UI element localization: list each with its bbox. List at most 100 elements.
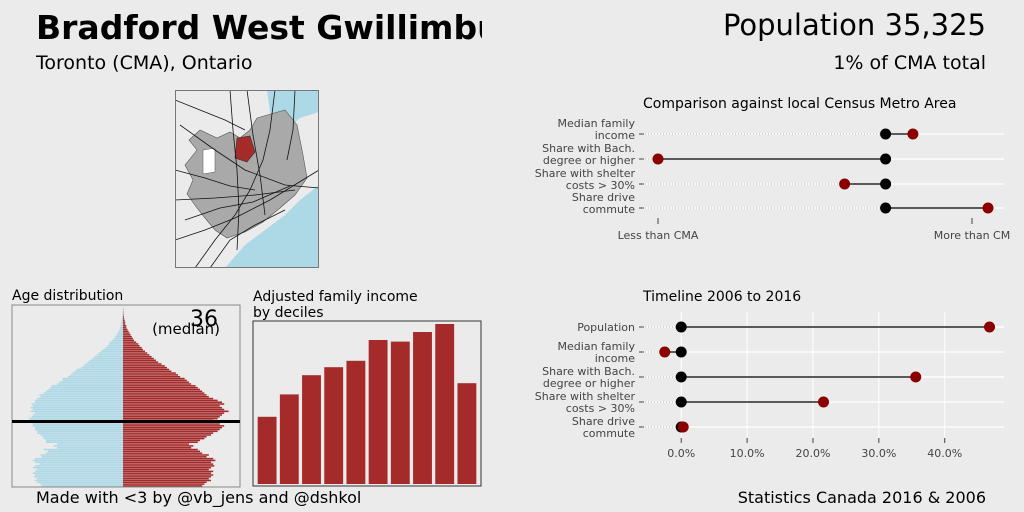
end-2016-dot	[910, 371, 922, 383]
age-bar-left	[96, 354, 123, 356]
age-bar-right	[123, 326, 127, 329]
income-decile-bar	[390, 341, 410, 484]
age-bar-right	[123, 405, 220, 407]
end-2016-dot	[818, 396, 830, 408]
timeline-row-label: degree or higher	[543, 377, 636, 390]
age-bar-left	[109, 341, 123, 343]
age-bar-right	[123, 454, 209, 456]
age-bar-right	[123, 441, 198, 444]
age-bar-right	[123, 325, 127, 327]
age-bar-right	[123, 481, 207, 484]
age-bar-right	[123, 425, 225, 427]
age-bar-left	[43, 437, 123, 440]
age-bar-left	[90, 359, 123, 362]
age-bar-right	[123, 323, 126, 325]
age-bar-left	[107, 345, 123, 347]
age-bar-left	[32, 459, 123, 462]
start-2006-dot	[675, 346, 687, 358]
age-bar-left	[39, 463, 123, 465]
age-bar-left	[92, 357, 123, 360]
age-bar-left	[29, 417, 123, 420]
timeline-x-tick-label: 0.0%	[667, 447, 695, 460]
age-bar-left	[46, 441, 123, 444]
income-decile-bar	[368, 340, 388, 484]
comparison-row-label: Share with Bach.	[542, 142, 635, 155]
x-label-less-than-cma: Less than CMA	[618, 229, 699, 242]
age-bar-right	[123, 416, 220, 418]
age-bar-right	[123, 456, 207, 458]
cma-dot	[880, 153, 892, 165]
age-bar-right	[123, 396, 209, 398]
age-bar-right	[123, 357, 154, 360]
age-bar-left	[117, 332, 123, 334]
income-chart-subtitle: by deciles	[253, 305, 324, 321]
start-2006-dot	[675, 396, 687, 408]
comparison-row-label: Share drive	[572, 191, 635, 204]
age-bar-right	[123, 330, 129, 332]
cma-share-stat: 1% of CMA total	[833, 52, 986, 74]
region-dot	[982, 202, 994, 214]
income-decile-bar	[257, 416, 277, 484]
comparison-row-label: commute	[583, 203, 635, 216]
age-bar-right	[123, 399, 218, 402]
age-bar-left	[116, 334, 123, 336]
age-bar-right	[123, 443, 189, 445]
comparison-chart-title: Comparison against local Census Metro Ar…	[643, 96, 956, 112]
age-bar-right	[123, 439, 200, 442]
timeline-row-label: Share drive	[572, 415, 635, 428]
age-bar-left	[98, 352, 123, 354]
median-age-label: (median)	[152, 320, 220, 338]
age-chart-title: Age distribution	[12, 288, 123, 304]
age-bar-right	[123, 479, 211, 482]
age-bar-right	[123, 465, 215, 467]
age-bar-left	[31, 416, 124, 418]
age-bar-left	[122, 315, 123, 318]
age-bar-right	[123, 321, 126, 323]
age-bar-right	[123, 379, 187, 382]
end-2016-dot	[659, 346, 671, 358]
income-decile-bar	[279, 394, 299, 484]
income-chart-title: Adjusted family income	[253, 289, 418, 305]
age-bar-right	[123, 401, 222, 403]
timeline-gridlines	[642, 312, 1004, 437]
age-bar-right	[123, 335, 132, 338]
age-bar-right	[123, 472, 211, 474]
age-bar-left	[105, 346, 123, 349]
age-bar-left	[32, 425, 123, 427]
age-bar-left	[43, 392, 123, 394]
age-bar-left	[32, 472, 123, 474]
age-bar-left	[35, 465, 123, 467]
timeline-x-tick-label: 10.0%	[730, 447, 765, 460]
timeline-row-label: Share with Bach.	[542, 365, 635, 378]
age-bar-left	[74, 370, 123, 373]
age-bar-left	[87, 361, 123, 363]
age-bar-left	[35, 401, 123, 403]
age-bar-right	[123, 345, 140, 347]
age-bar-right	[123, 470, 214, 473]
comparison-row-label: income	[595, 129, 636, 142]
age-bar-left	[121, 317, 123, 320]
age-bar-right	[123, 348, 143, 351]
age-bar-left	[103, 348, 123, 351]
age-bar-left	[35, 461, 123, 464]
page-title: Bradford West Gwillimbury	[36, 8, 482, 47]
age-bar-right	[123, 474, 214, 476]
age-bar-right	[123, 390, 203, 393]
age-bar-right	[123, 417, 218, 420]
age-bar-right	[123, 337, 133, 340]
age-bar-right	[123, 372, 176, 374]
age-bar-left	[32, 414, 123, 416]
age-bar-right	[123, 377, 185, 380]
cma-regions	[184, 109, 308, 239]
age-bar-right	[123, 397, 214, 400]
age-bar-right	[123, 332, 130, 334]
age-bar-right	[123, 457, 214, 460]
start-2006-dot	[675, 371, 687, 383]
age-bar-right	[123, 445, 194, 447]
age-bar-left	[32, 408, 123, 411]
age-bar-right	[123, 354, 150, 356]
age-bar-right	[123, 410, 229, 413]
age-bar-left	[35, 470, 123, 473]
age-bar-right	[123, 363, 162, 365]
